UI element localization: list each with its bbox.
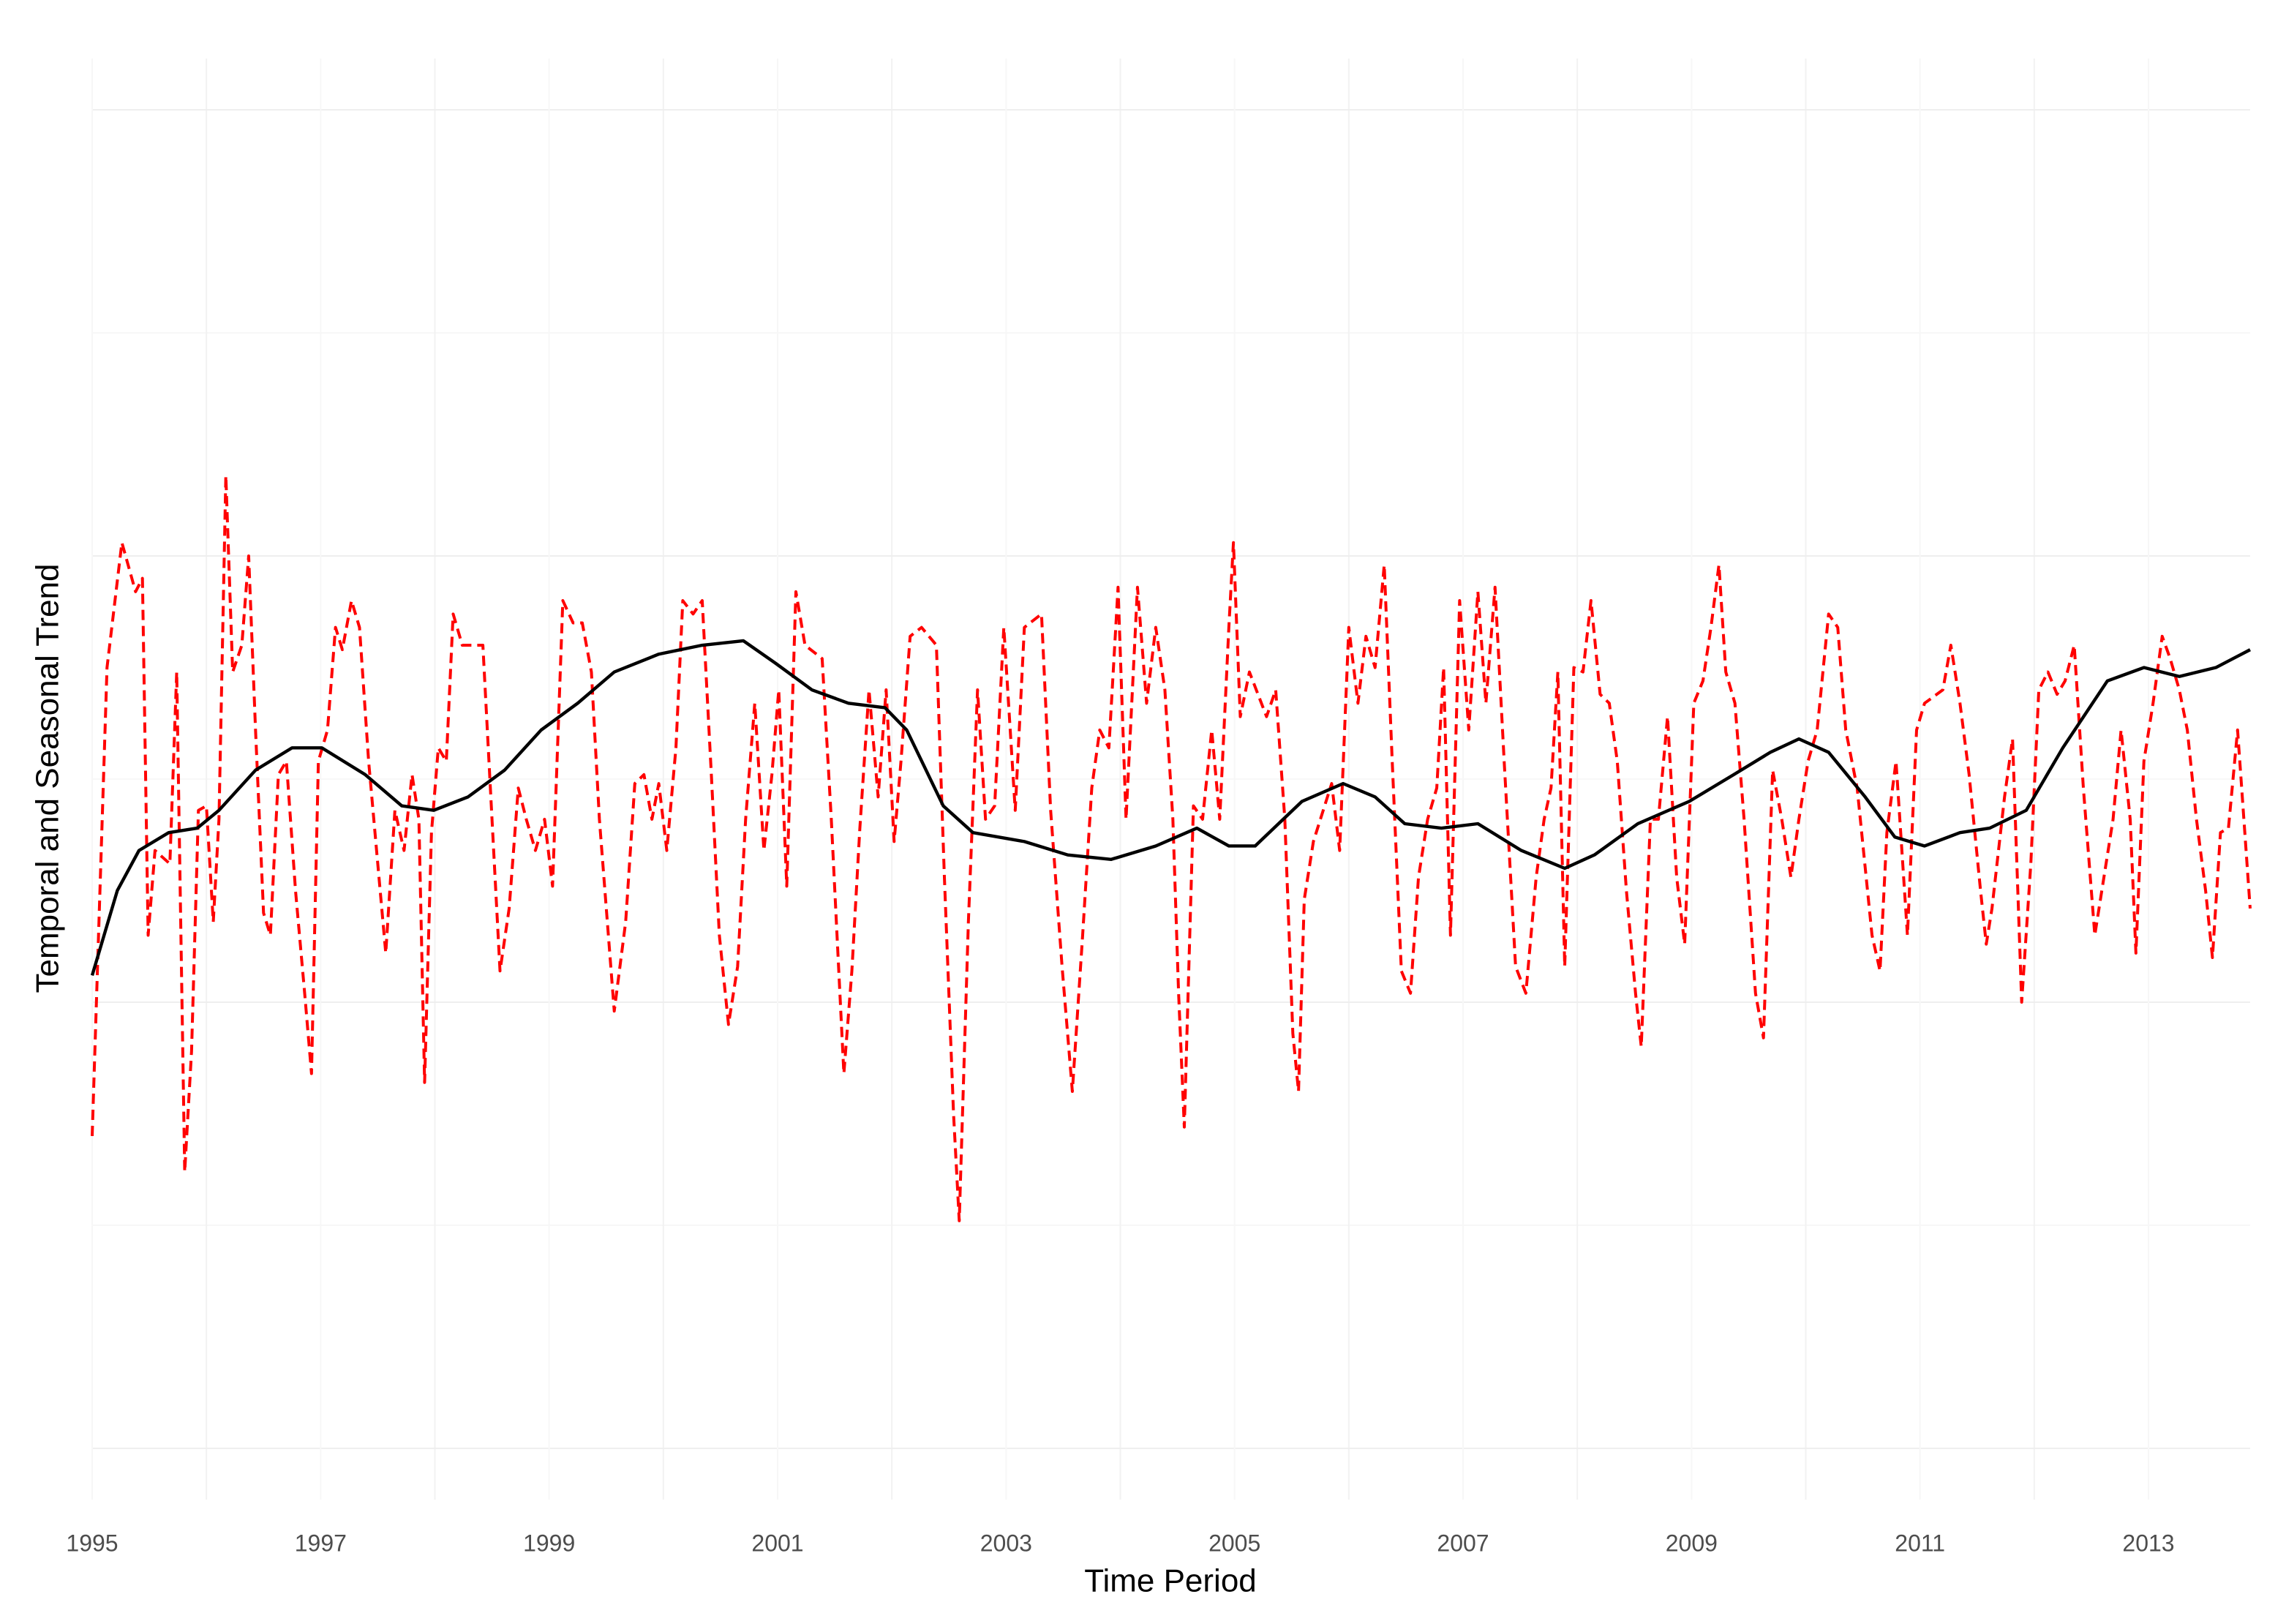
y-axis-label: Temporal and Seasonal Trend bbox=[30, 563, 66, 993]
x-axis-label: Time Period bbox=[1084, 1563, 1257, 1599]
trend-line bbox=[90, 639, 2252, 976]
x-tick-label: 1999 bbox=[523, 1530, 575, 1556]
x-tick-label: 2011 bbox=[1895, 1530, 1945, 1556]
x-tick-label: 2003 bbox=[980, 1530, 1032, 1556]
x-tick-label: 2005 bbox=[1208, 1530, 1260, 1556]
x-tick-label: 1995 bbox=[66, 1530, 118, 1556]
dashed-line bbox=[91, 474, 2252, 1222]
x-tick-label: 1997 bbox=[295, 1530, 347, 1556]
x-tick-label: 2001 bbox=[751, 1530, 803, 1556]
x-tick-label: 2013 bbox=[2122, 1530, 2174, 1556]
x-tick-label: 2009 bbox=[1666, 1530, 1718, 1556]
x-tick-label: 2007 bbox=[1437, 1530, 1489, 1556]
